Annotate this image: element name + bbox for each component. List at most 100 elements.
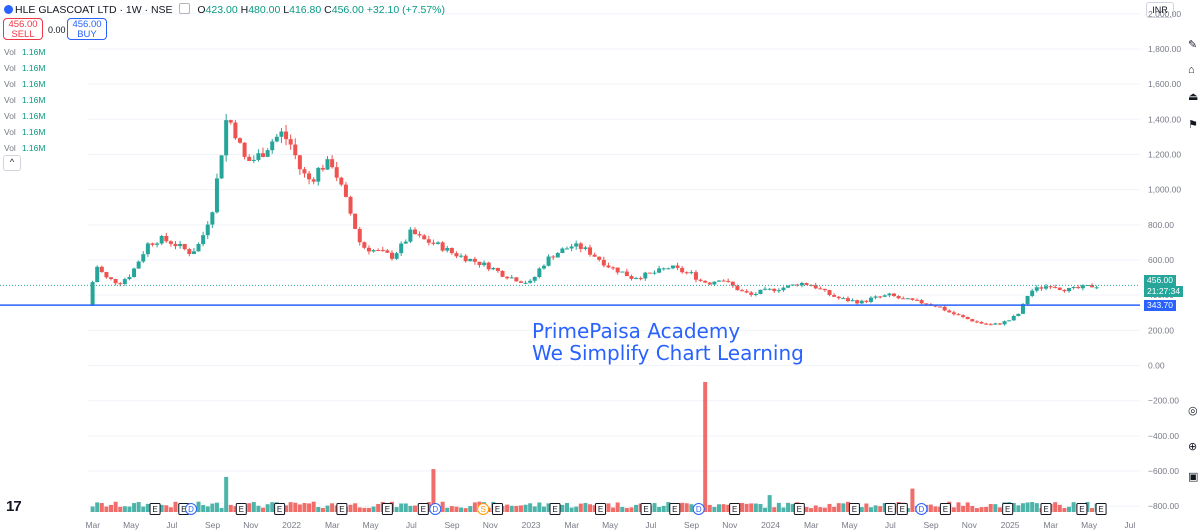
candle-body — [546, 256, 551, 266]
indicator-row[interactable]: Vol 1.16M — [4, 111, 46, 121]
tv-logo-icon[interactable]: 17 — [6, 498, 22, 515]
x-tick-label: Sep — [923, 520, 938, 530]
candle-body — [270, 141, 275, 151]
candle-body — [832, 295, 837, 297]
candle-body — [703, 280, 708, 283]
candle-body — [611, 267, 616, 269]
change-value: +32.10 (+7.57%) — [366, 4, 446, 16]
volume-bar — [740, 502, 745, 512]
candle-body — [859, 300, 864, 304]
volume-bar — [113, 501, 118, 512]
y-tick-label: 200.00 — [1148, 325, 1174, 335]
candle-body — [845, 298, 850, 302]
volume-bar — [518, 505, 523, 512]
volume-bar — [224, 476, 229, 512]
x-tick-label: May — [363, 520, 380, 530]
candle-body — [753, 293, 758, 295]
candle-body — [712, 281, 717, 285]
candle-body — [1090, 285, 1095, 288]
volume-bar — [993, 504, 998, 512]
eye-icon[interactable] — [179, 3, 191, 14]
collapse-legend-button[interactable]: ^ — [3, 155, 21, 171]
currency-selector[interactable]: INR — [1146, 2, 1174, 18]
volume-bar — [509, 505, 514, 512]
volume-bar — [1057, 504, 1062, 512]
indicator-row[interactable]: Vol 1.16M — [4, 79, 46, 89]
event-marker — [184, 503, 197, 515]
high-value: 480.00 — [248, 4, 281, 16]
alert-icon[interactable]: ⏏ — [1188, 91, 1199, 103]
volume-bar — [118, 506, 123, 512]
candle-body — [201, 235, 206, 245]
candle-body — [818, 288, 823, 290]
goto-icon[interactable]: ◎ — [1188, 405, 1198, 417]
volume-bar — [873, 505, 878, 512]
volume-bar — [251, 502, 256, 512]
candle-body — [261, 153, 266, 157]
symbol-name[interactable]: HLE GLASCOAT LTD — [15, 4, 117, 16]
y-tick-label: 800.00 — [1148, 220, 1174, 230]
volume-bar — [1016, 505, 1021, 512]
volume-bar — [786, 502, 791, 512]
candle-body — [1071, 287, 1076, 289]
candle-body — [956, 314, 961, 316]
candle-body — [109, 277, 114, 280]
volume-bar — [753, 503, 758, 512]
indicator-row[interactable]: Vol 1.16M — [4, 95, 46, 105]
sync-icon[interactable]: ⚑ — [1188, 119, 1198, 131]
candle-body — [786, 285, 791, 288]
candle-body — [297, 155, 302, 170]
interval[interactable]: 1W — [125, 4, 142, 16]
candle-body — [726, 280, 731, 282]
volume-bar — [629, 507, 634, 512]
candle-body — [1080, 285, 1085, 289]
candle-body — [265, 150, 270, 157]
event-marker-label: D — [432, 505, 438, 514]
compare-icon[interactable]: ⊕ — [1188, 441, 1198, 453]
x-tick-label: Nov — [722, 520, 738, 530]
x-tick-label: May — [123, 520, 140, 530]
candle-body — [578, 243, 583, 249]
volume-bar — [376, 504, 381, 512]
indicator-row[interactable]: Vol 1.16M — [4, 63, 46, 73]
volume-bar — [979, 507, 984, 512]
x-tick-label: 2023 — [522, 520, 541, 530]
candle-body — [1085, 285, 1090, 287]
volume-bar — [712, 506, 717, 512]
volume-bar — [307, 503, 312, 512]
buy-button[interactable]: 456.00 BUY — [67, 18, 107, 40]
calendar-icon[interactable]: ⌂ — [1188, 64, 1195, 76]
event-marker-label: E — [943, 505, 948, 514]
settings-icon[interactable]: ✎ — [1188, 39, 1198, 51]
volume-bar — [726, 504, 731, 512]
candle-body — [196, 244, 201, 252]
volume-bar — [707, 504, 712, 512]
indicator-row[interactable]: Vol 1.16M — [4, 47, 46, 57]
candle-body — [159, 235, 164, 244]
volume-bar — [615, 502, 620, 512]
candle-body — [1016, 313, 1021, 317]
screenshot-icon[interactable]: ▣ — [1188, 471, 1199, 483]
volume-bar — [201, 505, 206, 512]
event-marker — [235, 503, 247, 515]
volume-bar — [744, 503, 749, 512]
indicator-row[interactable]: Vol 1.16M — [4, 127, 46, 137]
x-tick-label: Nov — [483, 520, 499, 530]
volume-bar — [371, 506, 376, 512]
y-tick-label: 2,000.00 — [1148, 9, 1181, 19]
low-value: 416.80 — [289, 4, 322, 16]
candle-body — [357, 228, 362, 243]
candle-body — [680, 267, 685, 273]
x-tick-label: Mar — [85, 520, 100, 530]
event-marker — [595, 503, 607, 515]
sell-button[interactable]: 456.00 SELL — [3, 18, 43, 40]
event-marker-label: E — [181, 505, 186, 514]
volume-bar — [394, 507, 399, 512]
volume-bar — [541, 506, 546, 512]
indicator-row[interactable]: Vol 1.16M — [4, 143, 46, 153]
symbol-header: HLE GLASCOAT LTD · 1W · NSE O423.00 H480… — [4, 3, 445, 16]
x-tick-label: Jul — [885, 520, 896, 530]
candle-body — [735, 285, 740, 291]
